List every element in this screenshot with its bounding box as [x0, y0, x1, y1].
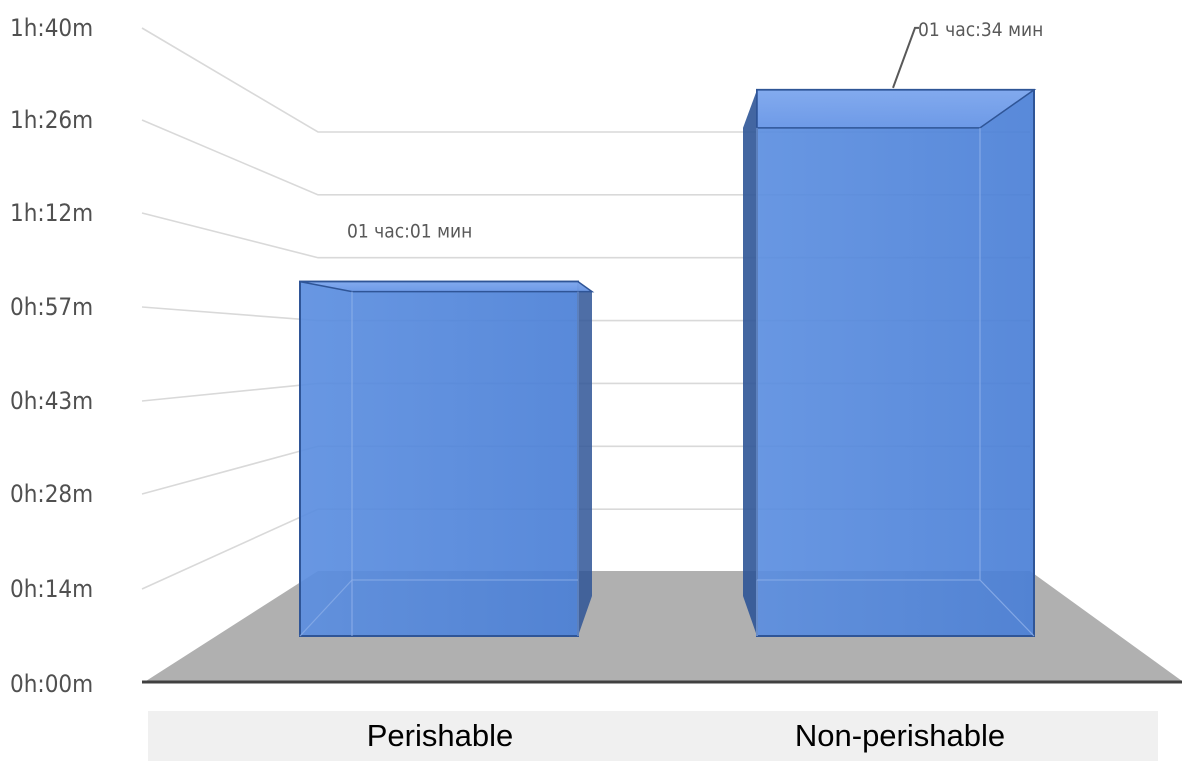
bar-front-face	[757, 90, 1034, 636]
bar-perishable	[300, 282, 592, 636]
y-tick-label: 0h:28m	[10, 480, 93, 508]
bar-side-face	[743, 90, 757, 636]
y-tick-label: 1h:40m	[10, 14, 93, 42]
bar-non-perishable	[743, 90, 1034, 636]
y-tick-label: 0h:14m	[10, 575, 93, 603]
category-label-non-perishable: Non-perishable	[700, 714, 1100, 758]
y-tick-label: 1h:26m	[10, 106, 93, 134]
y-tick-label: 0h:43m	[10, 387, 93, 415]
y-tick-label: 0h:00m	[10, 670, 93, 698]
data-label-leader-line	[893, 28, 919, 88]
bar-side-face	[578, 282, 592, 636]
data-label-perishable: 01 час:01 мин	[347, 221, 472, 243]
y-tick-label: 1h:12m	[10, 199, 93, 227]
data-label-non-perishable: 01 час:34 мин	[918, 19, 1043, 41]
bar-top-face	[300, 282, 592, 292]
y-tick-label: 0h:57m	[10, 293, 93, 321]
category-label-perishable: Perishable	[240, 714, 640, 758]
bar-front-face	[300, 282, 578, 636]
